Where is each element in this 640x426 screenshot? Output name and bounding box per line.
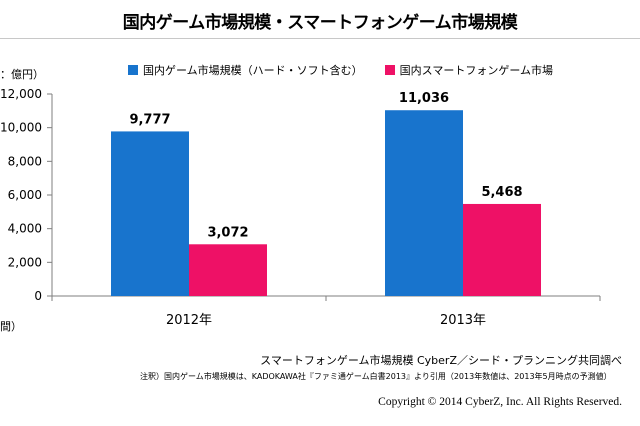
footnote: 注釈）国内ゲーム市場規模は、KADOKAWA社『ファミ通ゲーム白書2013』より…: [140, 372, 612, 381]
legend-label-smartphone: 国内スマートフォンゲーム市場: [399, 64, 554, 77]
data-label: 11,036: [399, 91, 449, 106]
bar-market: [385, 110, 463, 297]
y-tick-label: 12,000: [0, 87, 42, 101]
legend-item-market: 国内ゲーム市場規模（ハード・ソフト含む）: [128, 62, 363, 78]
bar-smartphone: [189, 244, 267, 296]
y-tick-label: 0: [34, 289, 42, 303]
y-axis-unit: ：億円）: [0, 68, 44, 81]
data-label: 5,468: [481, 185, 522, 200]
data-label: 9,777: [129, 112, 170, 127]
chart-legend: 国内ゲーム市場規模（ハード・ソフト含む） 国内スマートフォンゲーム市場: [128, 62, 553, 78]
legend-swatch-market: [128, 65, 138, 75]
title-divider: [0, 38, 640, 39]
legend-item-smartphone: 国内スマートフォンゲーム市場: [384, 62, 554, 78]
data-label: 3,072: [207, 225, 248, 240]
y-tick-label: 4,000: [8, 222, 42, 236]
source-credit: スマートフォンゲーム市場規模 CyberZ／シード・プランニング共同調べ: [260, 354, 622, 367]
y-tick-label: 8,000: [8, 154, 42, 168]
x-category-label: 2013年: [440, 313, 486, 328]
x-category-label: 2012年: [166, 313, 212, 328]
y-tick-label: 2,000: [8, 255, 42, 269]
y-tick-label: 10,000: [0, 121, 42, 135]
x-axis-period: 間）: [0, 320, 22, 333]
chart-title: 国内ゲーム市場規模・スマートフォンゲーム市場規模: [122, 13, 518, 33]
legend-swatch-smartphone: [384, 65, 395, 75]
bar-market: [111, 131, 189, 296]
bar-chart: 0 2,000 4,000 6,000 8,000 10,000 12,000 9,777 3,…: [0, 87, 601, 328]
y-tick-label: 6,000: [8, 188, 42, 202]
copyright: Copyright © 2014 CyberZ, Inc. All Rights…: [378, 396, 622, 408]
legend-label-market: 国内ゲーム市場規模（ハード・ソフト含む）: [143, 64, 363, 77]
bar-smartphone: [463, 203, 541, 296]
